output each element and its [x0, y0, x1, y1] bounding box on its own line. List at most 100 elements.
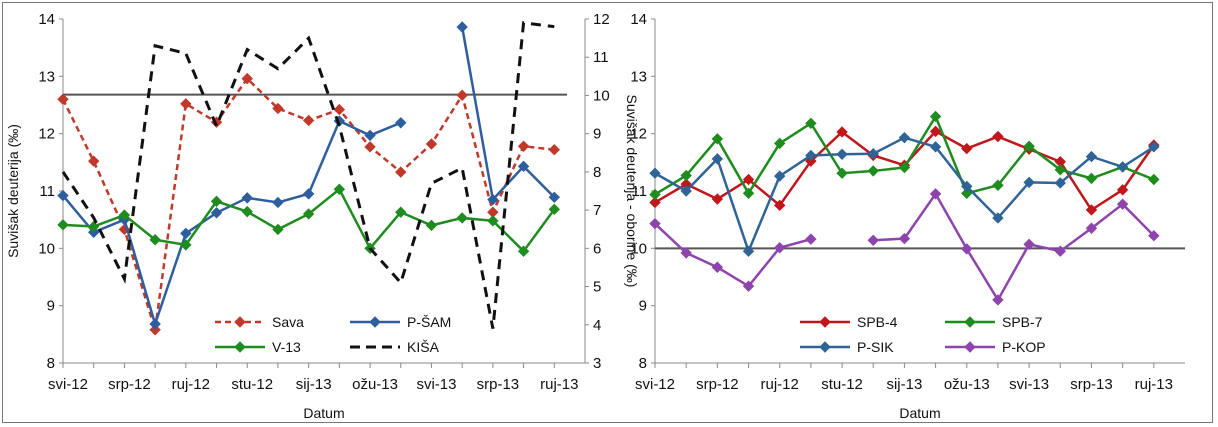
chart1-legend-p-am-marker: [369, 316, 381, 328]
chart2-series-spb-7-point: [1023, 140, 1035, 152]
chart1-series-v-13-point: [548, 203, 561, 216]
chart2-series-p-sik-point: [1148, 141, 1160, 153]
chart2-series-p-kop-point: [961, 243, 973, 255]
chart1-series-sava-point: [548, 144, 561, 156]
chart2-series-spb-7-line: [654, 113, 1155, 196]
chart1-series-v-13-point: [425, 219, 438, 232]
chart1-xtick-label: sij-13: [296, 376, 332, 393]
chart2-series-spb-4-point: [929, 125, 942, 138]
chart1-series-sava-point: [425, 138, 438, 150]
chart2-series-spb-4-point: [742, 173, 755, 186]
chart1-series-p-am-point: [57, 189, 69, 202]
chart1-series-v-13-point: [57, 219, 69, 231]
chart1-series-p-am-point: [456, 21, 468, 33]
chart2-series-p-kop-line: [654, 222, 812, 288]
chart2-xtick-label: svi-12: [635, 376, 675, 393]
chart2-series-spb-4-point: [711, 193, 724, 205]
chart2-series-p-sik-point: [929, 141, 942, 153]
chart1-legend-sava-marker: [234, 316, 246, 328]
chart2-series-spb-4-point: [961, 142, 973, 155]
chart2-series-p-sik-point: [649, 167, 661, 179]
chart2-series-spb-7-point: [680, 169, 692, 182]
chart2-series-p-kop-point: [1085, 222, 1098, 234]
chart2-series-p-kop-point: [649, 217, 661, 230]
chart1-ytick-label: 8: [47, 355, 55, 372]
chart1-xtick-label: ruj-13: [540, 376, 578, 393]
chart2-series-spb-7-point: [992, 179, 1004, 191]
chart1-series-sava-point: [456, 89, 468, 101]
chart2-legend-p-kop-marker: [964, 341, 976, 353]
chart1-series-p-am-point: [180, 227, 192, 240]
chart1-legend-v-13-label: V-13: [272, 339, 301, 355]
chart2-series-p-sik-point: [773, 170, 786, 182]
chart2-series-spb-7-point: [929, 110, 942, 123]
chart1-ytick-label: 13: [38, 68, 55, 85]
chart2-ytick-label: 13: [630, 68, 647, 85]
chart1-series-sava-point: [87, 155, 100, 167]
chart1-y2tick-label: 6: [593, 240, 601, 257]
chart2-series-spb-4-point: [805, 155, 817, 167]
chart2-series-p-kop-point: [1054, 245, 1067, 257]
chart1-xtick-label: srp-13: [477, 376, 520, 393]
chart2-series-spb-4-point: [773, 199, 786, 212]
chart1-ytick-label: 9: [47, 298, 55, 315]
chart2-series-p-kop-point: [867, 234, 879, 247]
chart2-x-axis-title: Datum: [899, 405, 940, 421]
chart2-series-p-kop-point: [1023, 238, 1035, 251]
chart1-series-sava-point: [302, 114, 315, 127]
chart1-series-v-13-point: [87, 220, 100, 233]
chart2-legend-p-kop-label: P-KOP: [1002, 339, 1046, 355]
chart1-series-ki-a-line: [61, 21, 555, 329]
chart1-xtick-label: ruj-12: [172, 376, 210, 393]
chart1-series-p-am-point: [517, 160, 530, 173]
chart1-series-sava-point: [272, 102, 284, 115]
chart2-ytick-label: 12: [630, 126, 647, 143]
chart1-series-v-13-point: [118, 209, 131, 221]
chart1-ytick-label: 11: [39, 183, 55, 200]
chart1-series-p-am-point: [548, 191, 561, 204]
chart2-series-p-kop-point: [992, 294, 1004, 306]
chart2-xtick-label: srp-13: [1070, 376, 1113, 393]
chart2-series-p-sik-point: [742, 245, 755, 257]
chart1-series-sava-point: [241, 72, 253, 85]
chart2-series-p-kop-point: [711, 261, 724, 273]
chart1-y2tick-label: 7: [593, 202, 601, 219]
chart1-y-axis-title: Suvišak deuterija (‰): [5, 124, 21, 258]
chart2-series-p-kop-point: [1148, 230, 1160, 242]
chart2-series-p-sik-point: [867, 148, 879, 160]
chart1-y2tick-label: 4: [593, 317, 601, 334]
chart2-xtick-label: sij-13: [886, 376, 922, 393]
chart2-ytick-label: 11: [631, 183, 647, 200]
chart1-legend-v-13-marker: [234, 341, 246, 353]
chart2-series-p-kop-point: [742, 280, 755, 292]
chart1-legend-p-am-label: P-ŠAM: [407, 314, 451, 330]
chart1-ytick-label: 14: [38, 11, 55, 28]
chart2-legend-p-sik-label: P-SIK: [857, 339, 894, 355]
chart2-xtick-label: svi-13: [1009, 376, 1049, 393]
chart1-series-p-am-point: [272, 196, 284, 209]
chart1-xtick-label: srp-12: [108, 376, 151, 393]
chart2-xtick-label: ruj-13: [1135, 376, 1173, 393]
chart1-series-p-am-point: [302, 188, 315, 200]
chart2-series-p-sik-point: [680, 185, 692, 197]
chart1-legend-ki-a-label: KIŠA: [407, 339, 440, 355]
chart1-xtick-label: ožu-13: [352, 376, 398, 393]
chart1-series-sava-point: [180, 98, 192, 110]
chart1-y2tick-label: 9: [593, 126, 601, 143]
chart1-series-v-13-point: [210, 195, 223, 208]
chart1-series-sava-point: [149, 324, 161, 336]
chart1-series-p-am-point: [149, 318, 161, 330]
chart1-y2-axis-title: Suvišak deuterija - oborine (‰): [624, 95, 640, 288]
chart2-ytick-label: 10: [630, 240, 647, 257]
chart1-series-p-am-point: [210, 207, 223, 219]
chart2-series-spb-4-point: [1116, 184, 1129, 196]
chart2-series-spb-7-point: [836, 167, 848, 179]
chart2-series-p-sik-point: [1023, 176, 1035, 189]
chart1-ytick-label: 12: [38, 126, 55, 143]
chart2-xtick-label: ruj-12: [761, 376, 799, 393]
chart2-series-spb-7-point: [742, 187, 755, 200]
chart2-series-p-kop-point: [898, 232, 911, 245]
chart2-series-spb-7-point: [867, 165, 879, 177]
chart2-series-p-kop-point: [1116, 198, 1129, 210]
chart1-series-v-13-point: [395, 206, 407, 218]
